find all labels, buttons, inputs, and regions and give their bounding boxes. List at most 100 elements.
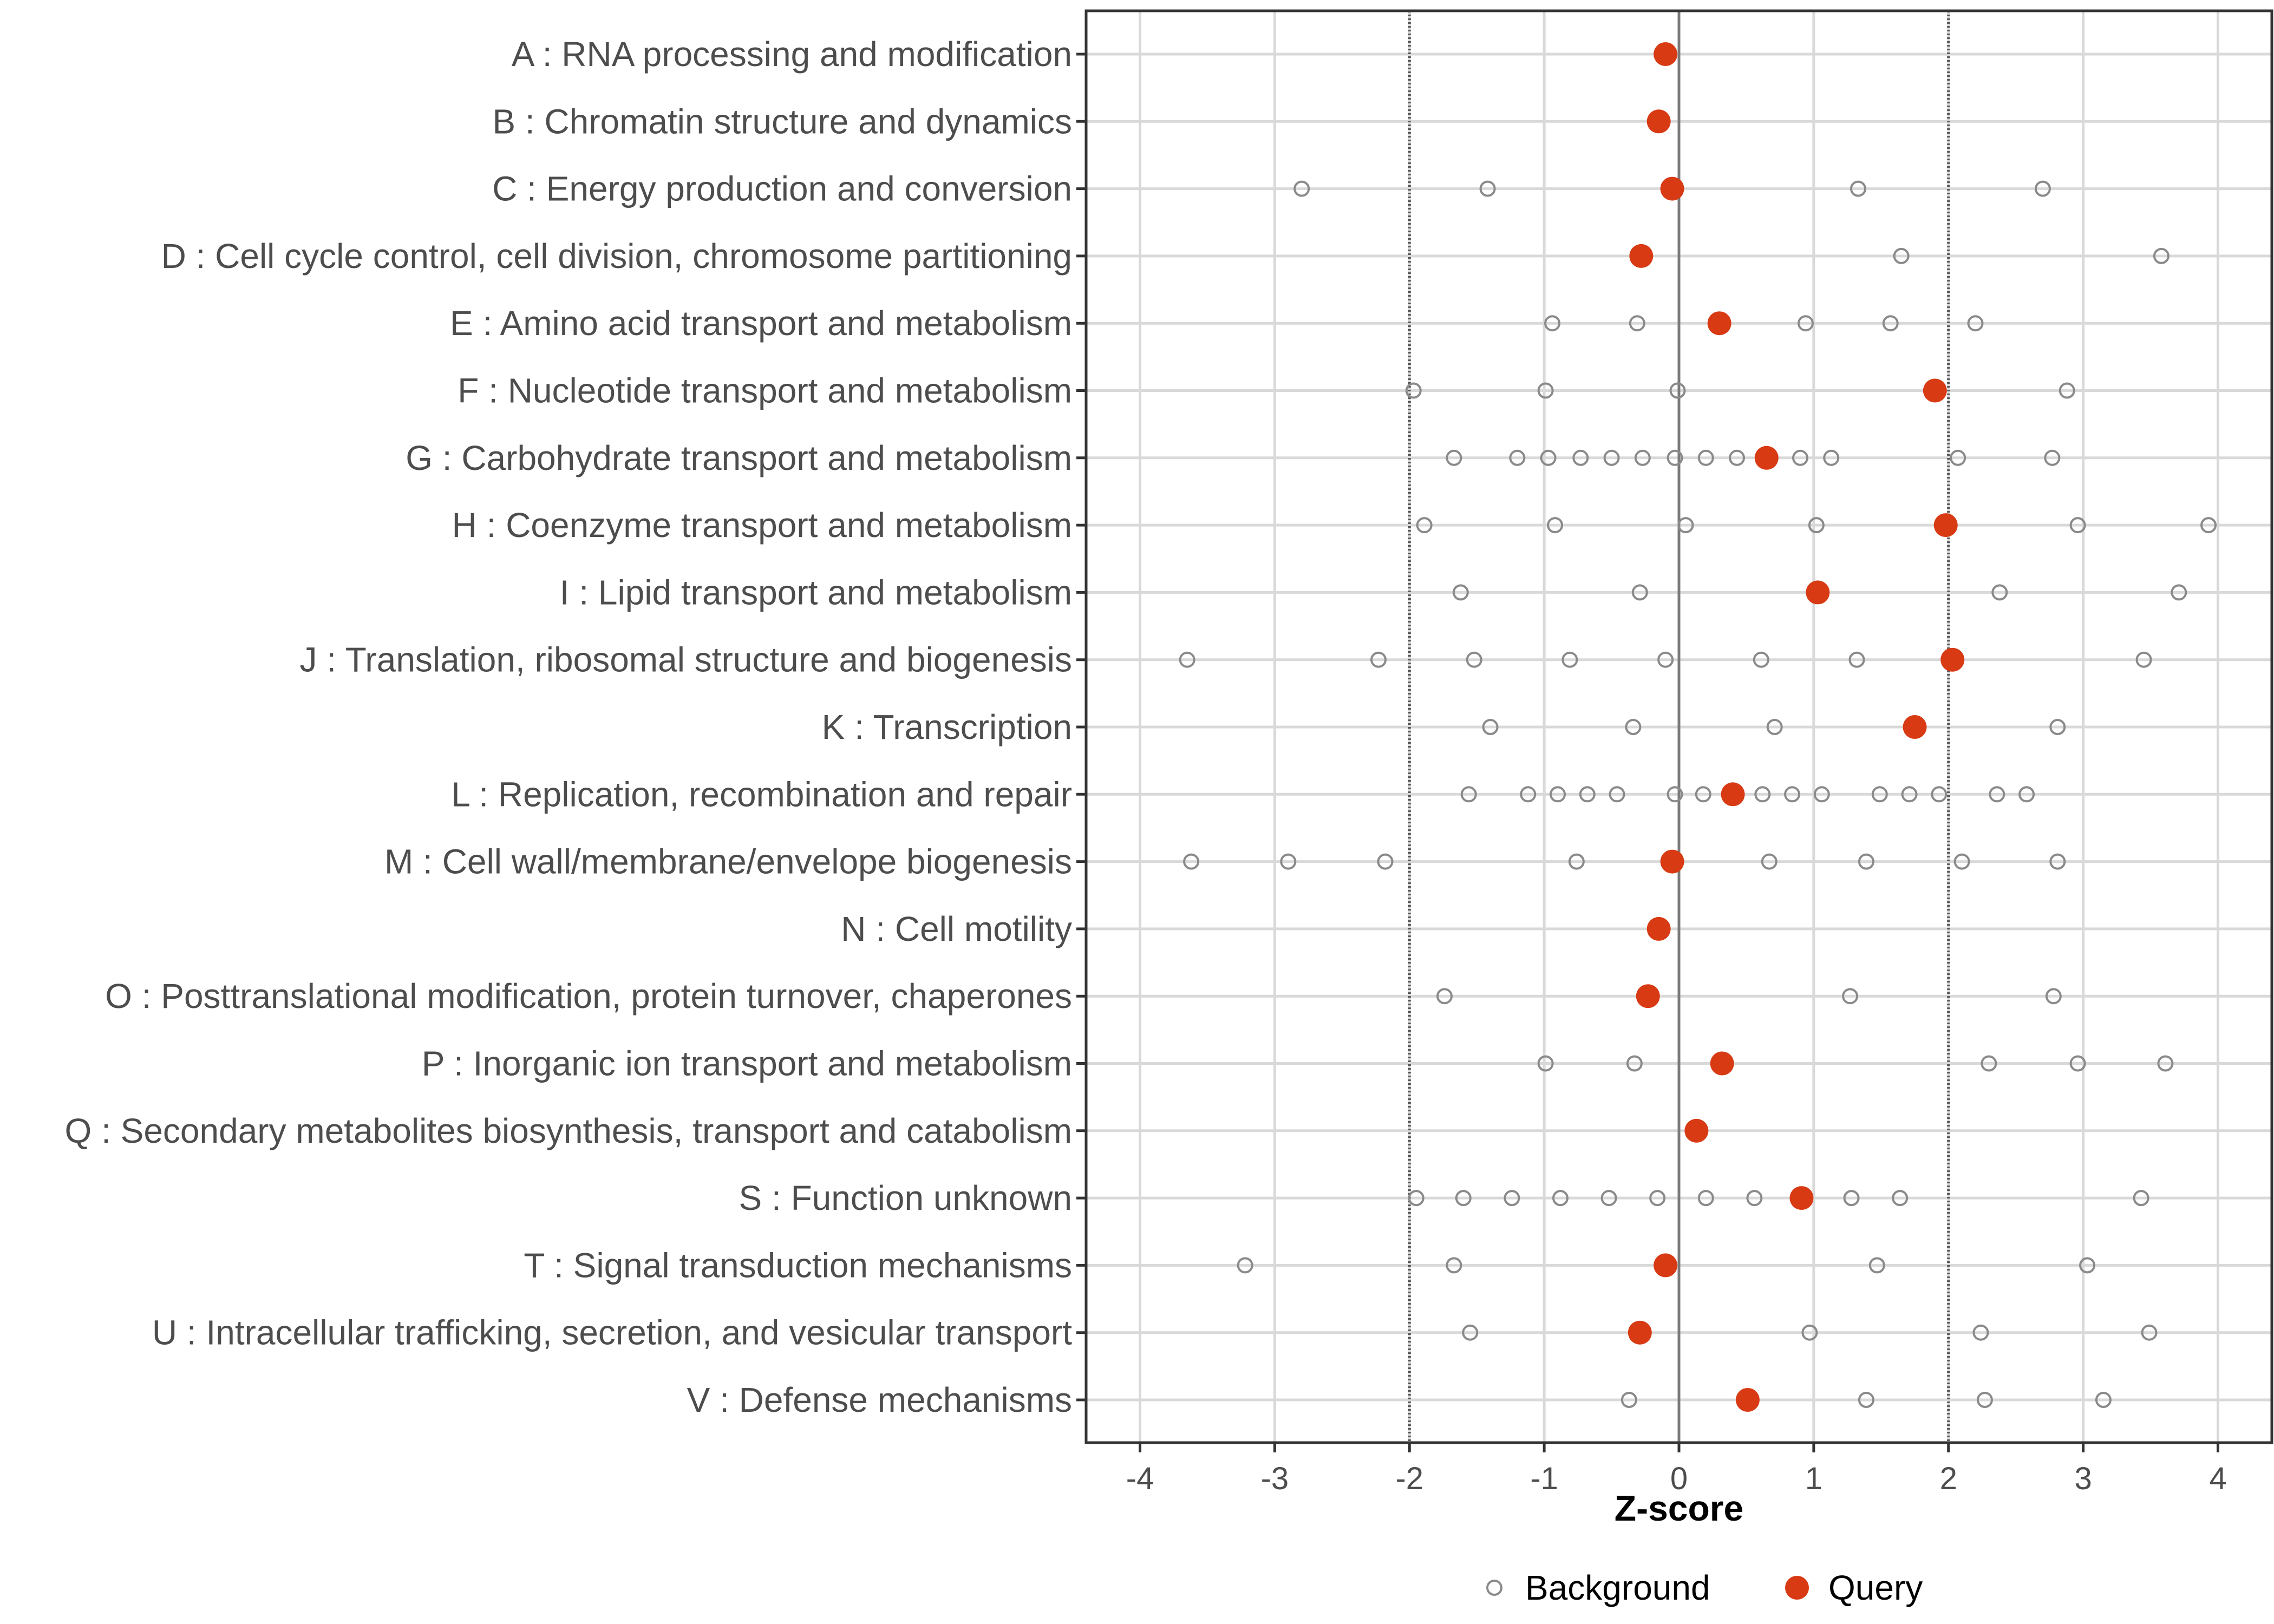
- background-point: [1697, 1190, 1714, 1207]
- background-point: [1823, 449, 1840, 466]
- background-point: [1858, 1392, 1874, 1408]
- background-point: [1729, 449, 1746, 466]
- background-point: [1547, 517, 1564, 534]
- category-label: Q : Secondary metabolites biosynthesis, …: [65, 1111, 1073, 1150]
- category-label: L : Replication, recombination and repai…: [451, 775, 1072, 814]
- background-point: [1871, 786, 1888, 803]
- x-tick-label: 0: [1670, 1461, 1688, 1496]
- background-point: [1455, 1190, 1472, 1207]
- category-label: H : Coenzyme transport and metabolism: [452, 506, 1072, 545]
- background-point: [1695, 786, 1711, 803]
- background-point: [1850, 180, 1866, 197]
- background-point: [1520, 786, 1537, 803]
- background-point: [1408, 1190, 1424, 1207]
- background-point: [1989, 786, 2005, 803]
- background-point: [1808, 517, 1825, 534]
- background-point: [1953, 853, 1970, 870]
- category-label: F : Nucleotide transport and metabolism: [458, 371, 1072, 410]
- legend-background-label: Background: [1525, 1568, 1710, 1607]
- background-point: [1540, 449, 1557, 466]
- background-point: [1537, 382, 1554, 399]
- x-tick-label: 4: [2209, 1461, 2226, 1496]
- background-point: [1446, 449, 1462, 466]
- background-point: [1537, 1055, 1554, 1072]
- background-point: [1600, 1190, 1617, 1207]
- background-point: [1972, 1324, 1989, 1341]
- background-point: [1843, 1190, 1860, 1207]
- query-point: [1933, 513, 1958, 538]
- legend: Background Query: [1486, 1568, 1923, 1607]
- background-point: [1746, 1190, 1763, 1207]
- background-point: [1667, 786, 1683, 803]
- background-point: [1572, 449, 1589, 466]
- y-axis-ticks: A : RNA processing and modification B : C…: [65, 35, 1086, 1419]
- background-point: [1561, 651, 1578, 668]
- background-point: [1620, 1392, 1637, 1408]
- background-point: [1280, 853, 1297, 870]
- background-point: [1848, 651, 1865, 668]
- background-point: [1609, 786, 1625, 803]
- query-point: [1684, 1118, 1709, 1143]
- legend-query-label: Query: [1828, 1568, 1923, 1607]
- background-point: [2141, 1324, 2158, 1341]
- query-point: [1628, 1320, 1652, 1345]
- query-point: [1646, 109, 1671, 134]
- background-point: [1446, 1257, 1462, 1274]
- query-point: [1654, 42, 1678, 66]
- background-point: [1901, 786, 1918, 803]
- background-point: [1667, 449, 1683, 466]
- x-tick-label: -4: [1126, 1461, 1154, 1496]
- background-point: [2044, 449, 2061, 466]
- background-point: [2069, 517, 2086, 534]
- background-point: [1649, 1190, 1666, 1207]
- background-point: [1931, 786, 1948, 803]
- category-label: I : Lipid transport and metabolism: [560, 573, 1072, 612]
- query-point: [1646, 916, 1671, 941]
- query-point: [1721, 782, 1745, 807]
- background-point: [1416, 517, 1433, 534]
- category-label: N : Cell motility: [841, 909, 1072, 948]
- background-point: [2200, 517, 2217, 534]
- background-point: [2049, 853, 2066, 870]
- background-point: [1761, 853, 1778, 870]
- category-label: T : Signal transduction mechanisms: [524, 1246, 1072, 1285]
- background-point: [1631, 584, 1648, 601]
- background-point: [1504, 1190, 1520, 1207]
- query-point: [1735, 1388, 1760, 1412]
- query-point: [1940, 647, 1965, 672]
- background-point: [1882, 315, 1899, 332]
- legend-query-marker: [1785, 1576, 1809, 1600]
- background-point: [1950, 449, 1966, 466]
- query-point: [1806, 580, 1830, 605]
- background-point: [2059, 382, 2075, 399]
- x-axis-ticks: -4 -3 -2 -1 0 1 2 3 4: [1126, 1443, 2227, 1496]
- background-point: [1792, 449, 1808, 466]
- background-point: [1466, 651, 1482, 668]
- background-point: [1976, 1392, 1993, 1408]
- background-point: [2045, 988, 2062, 1005]
- background-point: [1509, 449, 1526, 466]
- category-label: V : Defense mechanisms: [687, 1380, 1072, 1419]
- background-point: [1462, 1324, 1479, 1341]
- background-point: [1754, 786, 1771, 803]
- background-point: [1813, 786, 1830, 803]
- background-point: [1991, 584, 2008, 601]
- query-point: [1923, 378, 1947, 403]
- background-point: [2095, 1392, 2112, 1408]
- background-point: [1858, 853, 1874, 870]
- background-point: [1625, 719, 1642, 735]
- background-points: [1179, 180, 2217, 1408]
- query-point: [1636, 984, 1660, 1009]
- background-point: [1797, 315, 1814, 332]
- x-tick-label: -3: [1261, 1461, 1289, 1496]
- background-point: [1753, 651, 1769, 668]
- background-point: [1237, 1257, 1253, 1274]
- category-label: S : Function unknown: [739, 1178, 1072, 1217]
- category-label: A : RNA processing and modification: [512, 35, 1072, 74]
- background-point: [1405, 382, 1422, 399]
- background-point: [2049, 719, 2066, 735]
- query-points: [1628, 42, 1965, 1412]
- x-tick-label: -2: [1395, 1461, 1423, 1496]
- background-point: [1568, 853, 1585, 870]
